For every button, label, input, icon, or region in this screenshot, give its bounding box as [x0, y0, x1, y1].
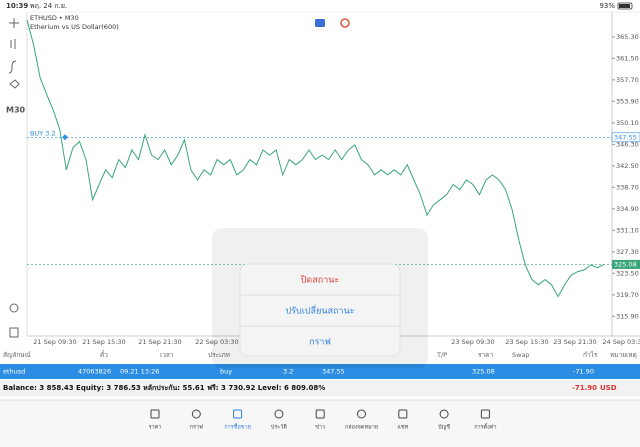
- crosshair-tool[interactable]: [9, 18, 19, 28]
- timeframe-button[interactable]: M30: [6, 106, 26, 115]
- y-tick-label: 338.70: [616, 183, 639, 191]
- table-cell: 09.21 13:26: [120, 368, 159, 376]
- y-tick-label: 327.30: [616, 248, 639, 256]
- table-cell: 325.08: [472, 368, 495, 376]
- nav-bar: [0, 400, 640, 447]
- x-tick-label: 23 Sep 09:30: [451, 338, 494, 346]
- y-tick-label: 319.70: [616, 291, 639, 299]
- chart-option[interactable]: กราฟ: [309, 338, 331, 348]
- one-click-button[interactable]: [340, 18, 350, 28]
- nav-label[interactable]: แชท: [397, 424, 408, 431]
- x-tick-label: 23 Sep 21:30: [553, 338, 596, 346]
- table-cell: buy: [220, 368, 232, 376]
- nav-icon: [439, 409, 449, 419]
- order-price-box: [611, 132, 640, 143]
- nav-icon: [191, 409, 201, 419]
- nav-icon: [150, 409, 160, 419]
- nav-label[interactable]: การตั้งค่า: [474, 423, 496, 431]
- nav-icon: [315, 409, 325, 419]
- nav-label[interactable]: กล่องจดหมาย: [345, 425, 378, 431]
- status-time: 10:39: [6, 2, 28, 10]
- y-tick-label: 350.10: [616, 119, 639, 127]
- status-date: พฤ. 24 ก.ย.: [30, 2, 67, 10]
- popup-menu: [239, 263, 401, 357]
- x-tick-label: 21 Sep 21:30: [138, 338, 181, 346]
- battery-level: [619, 4, 630, 8]
- nav-label[interactable]: ราคา: [149, 425, 162, 431]
- nav-icon: [274, 409, 284, 419]
- nav-label[interactable]: บัญชี: [438, 424, 450, 431]
- x-tick-label: 21 Sep 15:30: [82, 338, 125, 346]
- currency: USD: [600, 384, 617, 392]
- balance-bar: [0, 380, 640, 396]
- price-line-series: [26, 19, 605, 298]
- modify-position[interactable]: ปรับเปลี่ยนสถานะ: [286, 304, 355, 317]
- order-marker: [62, 134, 68, 141]
- search-tool[interactable]: [9, 303, 19, 313]
- y-tick-label: 346.30: [616, 140, 639, 148]
- nav-label[interactable]: การซื้อขาย: [224, 423, 250, 431]
- table-cell: -71.90: [573, 368, 594, 376]
- chart-symbol: ETHUSD • M30: [30, 14, 79, 22]
- indicator-tool[interactable]: [8, 60, 17, 74]
- battery-icon: [617, 2, 633, 10]
- nav-icon: [233, 409, 243, 419]
- price-label: 325.08: [614, 260, 637, 268]
- nav-items: ราคา กราฟ การซื้อขาย ประวัติ ข่าว กล่องจดหมาย…: [149, 409, 497, 431]
- column-header: Swap: [512, 351, 530, 359]
- order-price-label: 347.55: [614, 133, 637, 141]
- y-tick-label: 353.90: [616, 97, 639, 105]
- table-cell: 47063826: [78, 368, 111, 376]
- price-box: [612, 259, 640, 269]
- x-tick-label: 24 Sep 03:3: [602, 338, 640, 346]
- column-header: ราคา: [478, 351, 493, 359]
- left-toolbar: [8, 18, 20, 338]
- nav-icon: [357, 409, 366, 419]
- table-cell: ethusd: [3, 368, 25, 376]
- table-cell: 3.2: [283, 368, 293, 376]
- nav-icon: [398, 409, 408, 419]
- nav-label[interactable]: ประวัติ: [271, 424, 287, 431]
- column-header: เวลา: [160, 351, 174, 359]
- close-position[interactable]: ปิดสถานะ: [301, 275, 340, 286]
- x-tick-label: 23 Sep 15:30: [505, 338, 548, 346]
- total-profit: -71.90: [572, 384, 597, 392]
- x-tick-label: 22 Sep 03:30: [195, 338, 238, 346]
- objects-tool[interactable]: [9, 79, 20, 89]
- order-label: BUY 3.2: [30, 129, 56, 137]
- column-header: สัญลักษณ์: [3, 351, 31, 359]
- selected-row[interactable]: [0, 364, 640, 379]
- column-header: หมายเหตุ: [610, 351, 637, 359]
- y-tick-label: 342.50: [616, 162, 639, 170]
- y-tick-label: 361.50: [616, 54, 639, 62]
- chart-type-tool[interactable]: [10, 39, 16, 49]
- add-tool[interactable]: [9, 327, 19, 338]
- balance-text: Balance: 3 858.43 Equity: 3 786.53 หลักป…: [3, 384, 325, 392]
- x-tick-label: 21 Sep 09:30: [33, 338, 76, 346]
- chart-description: Etherium vs US Dollar(600): [30, 23, 119, 31]
- y-tick-label: 357.70: [616, 76, 639, 84]
- column-header: T/P: [436, 351, 447, 359]
- plot-area: 365.30 361.50 357.70 353.90 350.10 346.30 342.…: [26, 19, 640, 346]
- column-header: ตั๋ว: [100, 350, 108, 359]
- y-tick-label: 334.90: [616, 205, 639, 213]
- positions-table: Balance: 3 858.43 Equity: 3 786.53 หลักป…: [0, 349, 640, 396]
- y-tick-label: 315.90: [616, 312, 639, 320]
- y-tick-label: 323.50: [616, 269, 639, 277]
- column-header: กำไร: [583, 351, 598, 359]
- column-header: ประเภท: [208, 351, 230, 359]
- status-battery: 93%: [599, 2, 615, 10]
- y-tick-label: 365.30: [616, 33, 639, 41]
- table-cell: 347.55: [322, 368, 345, 376]
- y-tick-label: 331.10: [616, 226, 639, 234]
- nav-icon: [480, 409, 490, 419]
- trade-button[interactable]: [315, 19, 325, 27]
- nav-label[interactable]: ข่าว: [315, 425, 325, 431]
- nav-label[interactable]: กราฟ: [190, 424, 203, 431]
